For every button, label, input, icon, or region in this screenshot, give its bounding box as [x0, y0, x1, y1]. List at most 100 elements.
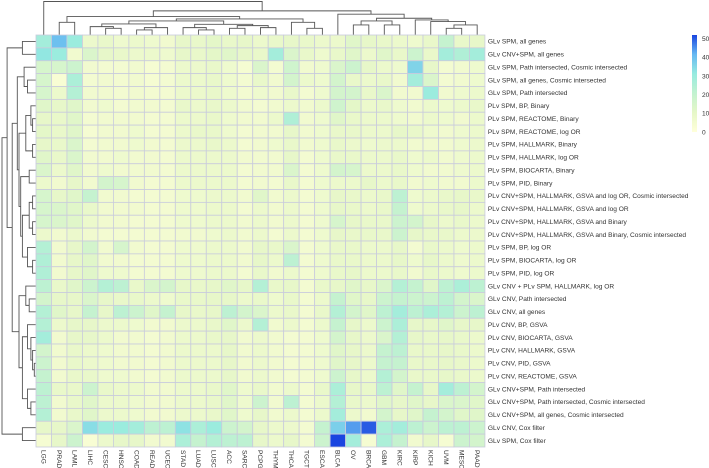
- heatmap-cell: [66, 47, 83, 62]
- heatmap-cell: [329, 150, 346, 165]
- heatmap-cell: [159, 227, 176, 242]
- heatmap-cell: [298, 201, 316, 216]
- heatmap-cell: [128, 266, 145, 281]
- heatmap-cell: [345, 266, 362, 281]
- heatmap-cell: [35, 292, 52, 306]
- heatmap-cell: [82, 304, 99, 319]
- heatmap-cell: [314, 201, 331, 216]
- heatmap-cell: [314, 111, 331, 126]
- heatmap-cell: [345, 292, 362, 306]
- heatmap-cell: [469, 124, 486, 139]
- heatmap-cell: [66, 176, 83, 190]
- heatmap-cell: [438, 201, 455, 216]
- heatmap-cell: [453, 433, 470, 448]
- heatmap-cell: [391, 395, 408, 409]
- heatmap-cell: [283, 214, 300, 229]
- row-label: GLv SPM, Cox filter: [488, 438, 547, 445]
- heatmap-cell: [97, 227, 114, 242]
- heatmap-cell: [376, 201, 393, 216]
- heatmap-cell: [438, 266, 455, 281]
- heatmap-cell: [407, 73, 424, 87]
- heatmap-cell: [422, 111, 439, 126]
- heatmap-cell: [407, 189, 424, 203]
- heatmap-cell: [360, 395, 377, 409]
- heatmap-cell: [453, 176, 470, 190]
- heatmap-cell: [205, 111, 223, 126]
- heatmap-cell: [82, 382, 99, 396]
- heatmap-cell: [82, 356, 99, 371]
- heatmap-cell: [360, 317, 377, 332]
- heatmap-cell: [97, 356, 114, 371]
- heatmap-cell: [283, 150, 300, 165]
- heatmap-cell: [283, 253, 300, 268]
- heatmap-cell: [221, 163, 238, 178]
- heatmap-cell: [422, 240, 439, 255]
- heatmap-cell: [283, 176, 300, 190]
- heatmap-cell: [113, 214, 130, 229]
- heatmap-cell: [143, 227, 161, 242]
- heatmap-cell: [267, 47, 285, 62]
- heatmap-cell: [128, 34, 145, 49]
- heatmap-cell: [51, 214, 68, 229]
- heatmap-cell: [376, 111, 393, 126]
- heatmap-cell: [159, 124, 176, 139]
- row-label: PLv CNV+SPM, HALLMARK, GSVA and log OR, …: [488, 193, 689, 200]
- colorbar-gradient: [692, 35, 697, 132]
- heatmap-cell: [221, 60, 238, 75]
- heatmap-cell: [143, 266, 161, 281]
- heatmap-cell: [345, 317, 362, 332]
- heatmap-cell: [407, 86, 424, 100]
- heatmap-cell: [205, 395, 223, 409]
- heatmap-cell: [453, 343, 470, 358]
- heatmap-cell: [283, 395, 300, 409]
- heatmap-cell: [267, 266, 285, 281]
- heatmap-cell: [97, 60, 114, 75]
- heatmap-cell: [51, 395, 68, 409]
- row-label: PLv CNV, REACTOME, GSVA: [488, 373, 578, 380]
- heatmap-cell: [205, 433, 223, 448]
- heatmap-cell: [252, 47, 269, 62]
- heatmap-cell: [453, 227, 470, 242]
- heatmap-cell: [391, 227, 408, 242]
- heatmap-cell: [174, 227, 192, 242]
- heatmap-cell: [205, 98, 223, 113]
- heatmap-cell: [314, 343, 331, 358]
- heatmap-cell: [422, 227, 439, 242]
- heatmap-cell: [469, 163, 486, 178]
- heatmap-cell: [469, 253, 486, 268]
- colorbar: 0 10 20 30 40 50: [692, 35, 709, 136]
- heatmap-cell: [190, 201, 207, 216]
- heatmap-cell: [143, 47, 161, 62]
- heatmap-cell: [97, 369, 114, 384]
- heatmap-cell: [143, 214, 161, 229]
- heatmap-cell: [360, 189, 377, 203]
- heatmap-cell: [360, 253, 377, 268]
- heatmap-cell: [113, 407, 130, 422]
- heatmap-cell: [314, 369, 331, 384]
- heatmap-cell: [314, 34, 331, 49]
- dendrogram-link: [23, 66, 36, 87]
- heatmap-cell: [97, 163, 114, 178]
- dendrogram-link: [414, 19, 449, 35]
- heatmap-cell: [422, 86, 439, 100]
- heatmap-cell: [298, 98, 316, 113]
- heatmap-cell: [407, 98, 424, 113]
- heatmap-cell: [469, 369, 486, 384]
- heatmap-cell: [453, 279, 470, 293]
- heatmap-cell: [345, 176, 362, 190]
- column-label: BLCA: [334, 450, 341, 468]
- heatmap-cell: [51, 433, 68, 448]
- heatmap-cell: [391, 304, 408, 319]
- heatmap-cell: [469, 86, 486, 100]
- row-label: GLv CNV, Path intersected: [488, 296, 567, 303]
- heatmap-cell: [236, 34, 254, 49]
- heatmap-cell: [314, 150, 331, 165]
- heatmap-cell: [128, 189, 145, 203]
- heatmap-cell: [391, 266, 408, 281]
- heatmap-cell: [314, 240, 331, 255]
- heatmap-cell: [407, 382, 424, 396]
- row-label: PLv SPM, BIOCARTA, Binary: [488, 167, 575, 174]
- heatmap-cell: [283, 201, 300, 216]
- heatmap-cell: [329, 266, 346, 281]
- heatmap-cell: [113, 47, 130, 62]
